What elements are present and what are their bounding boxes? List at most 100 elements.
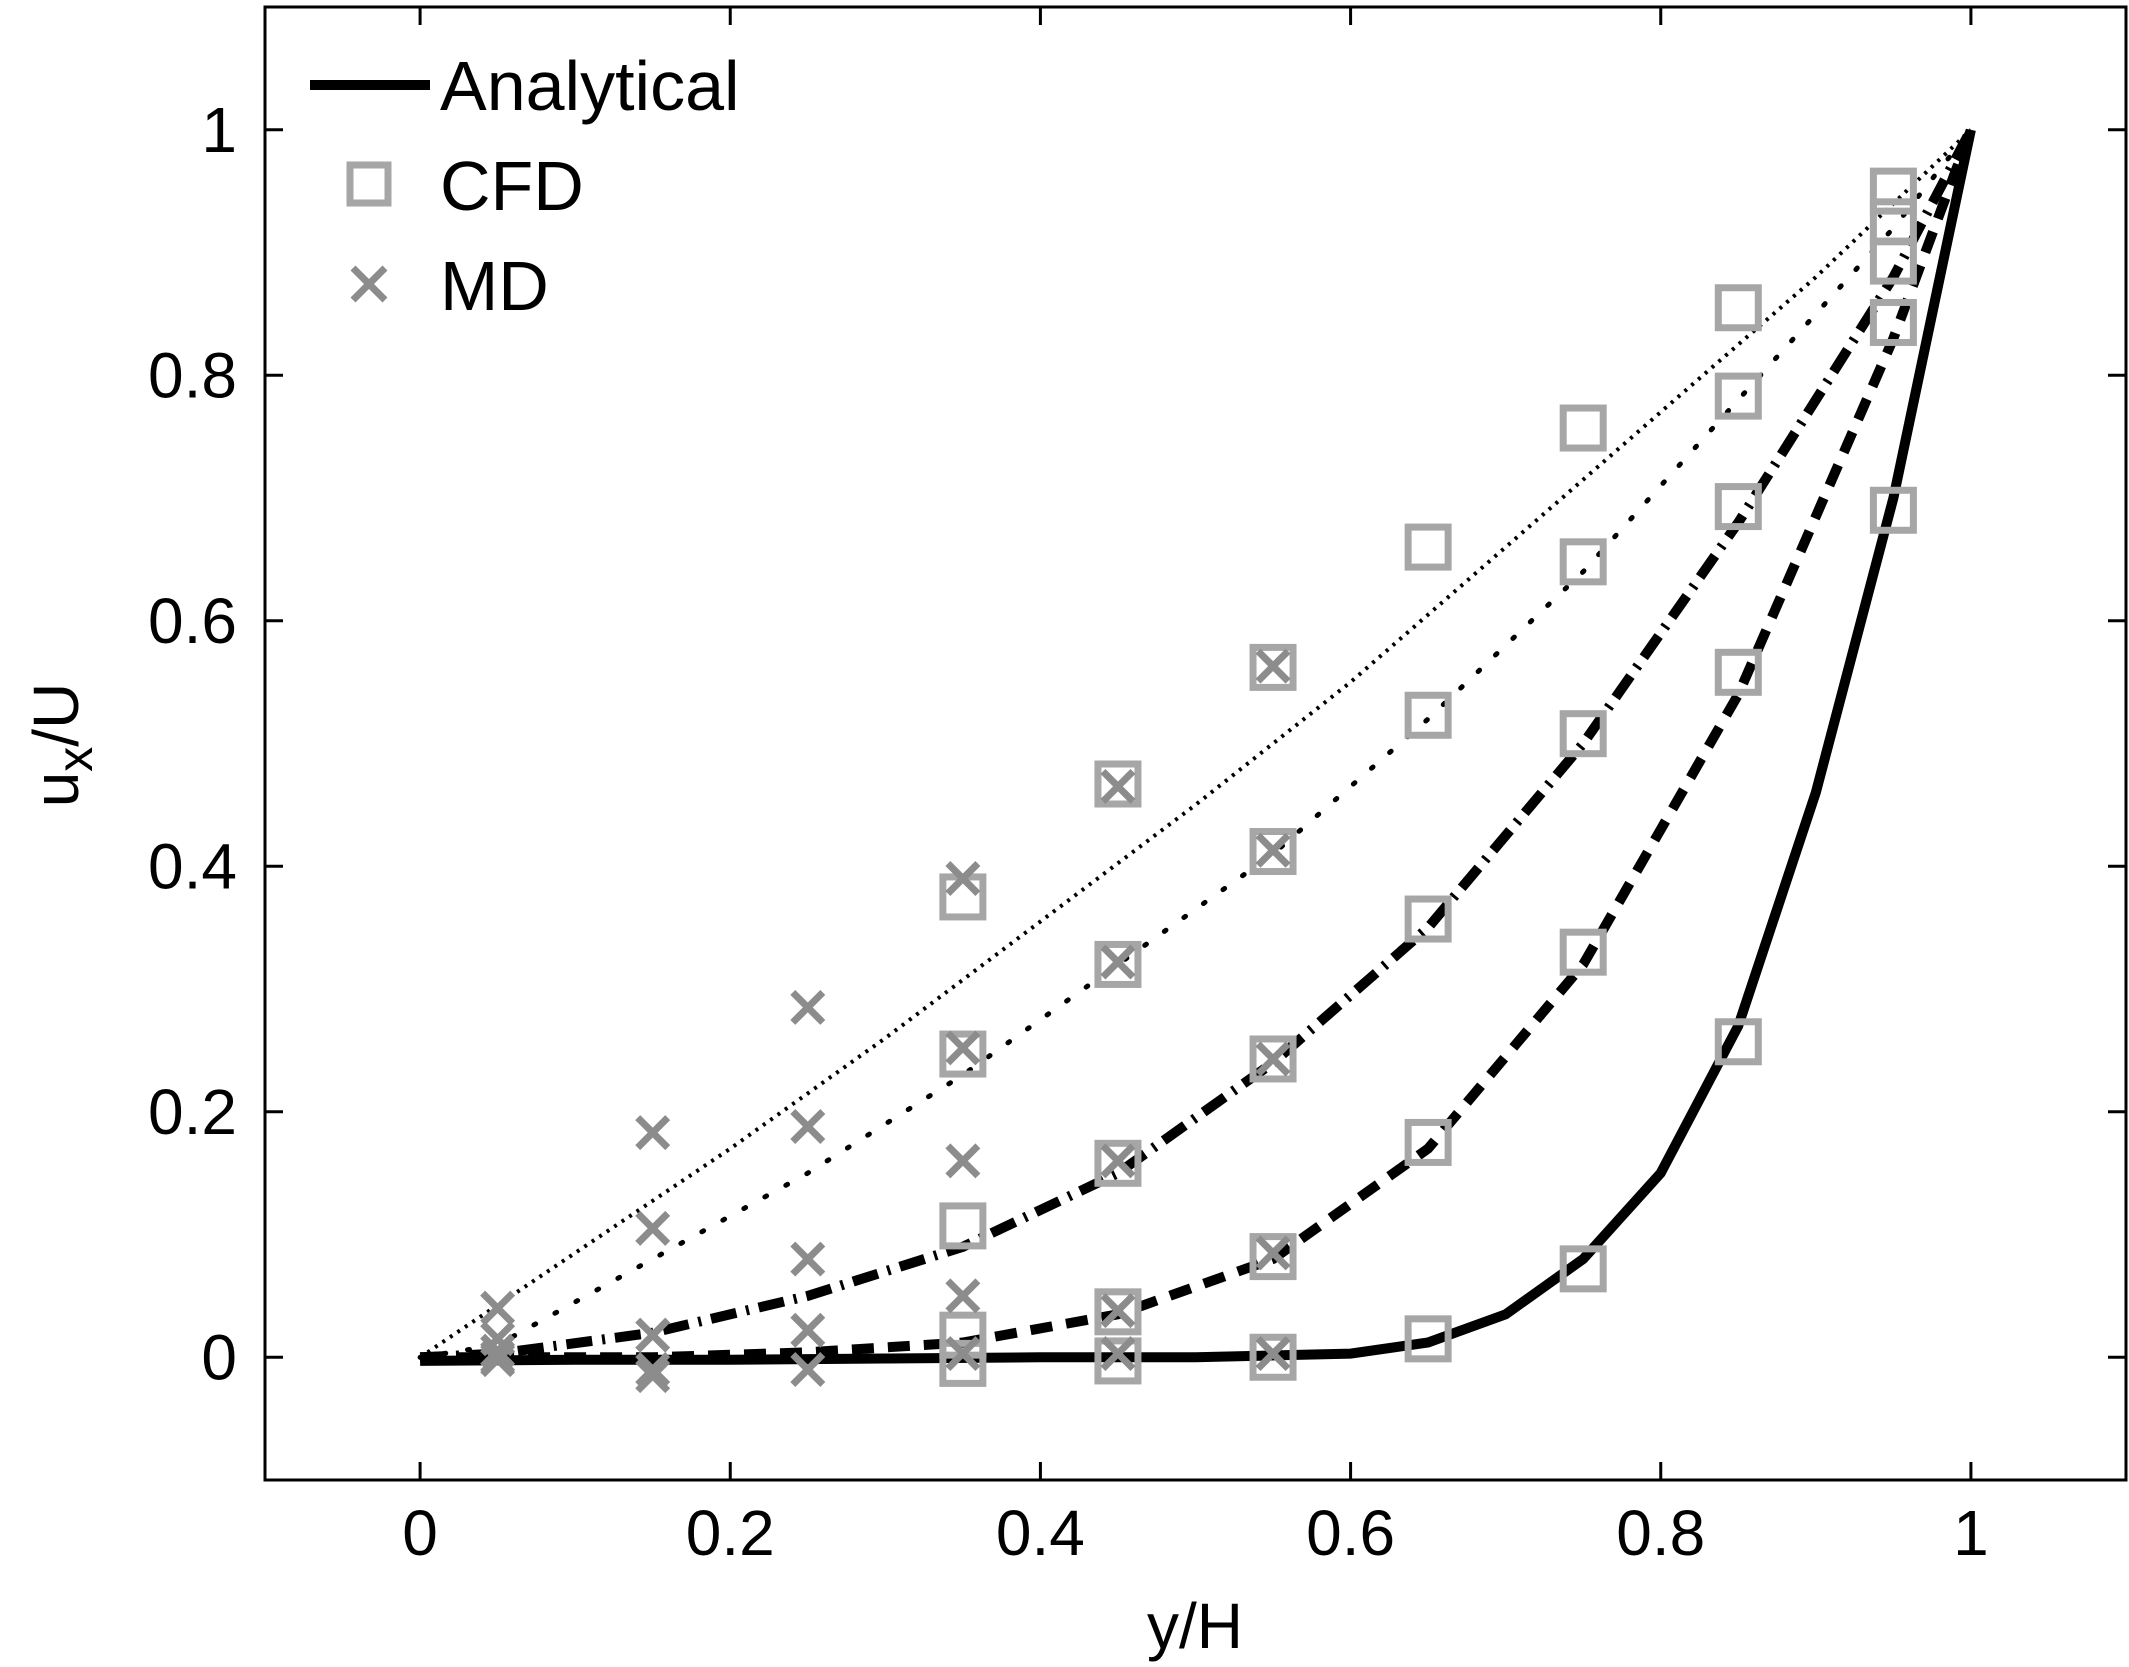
md-point xyxy=(635,1352,671,1387)
md-point-stroke xyxy=(1255,648,1291,684)
md-point xyxy=(635,1115,671,1151)
md-point-stroke xyxy=(635,1210,671,1246)
md-point xyxy=(945,1278,981,1314)
md-point xyxy=(635,1317,671,1353)
md-point xyxy=(1255,648,1291,684)
x-tick-label: 0.2 xyxy=(686,1497,775,1569)
y-axis-title-sub: x xyxy=(47,747,103,772)
cfd-point xyxy=(1249,643,1297,691)
md-point-stroke xyxy=(635,1352,671,1387)
md-point xyxy=(1100,768,1136,804)
legend-md-swatch xyxy=(350,265,388,303)
cfd-point xyxy=(1559,710,1607,758)
cfd-point xyxy=(1714,284,1762,332)
md-point xyxy=(1255,1235,1291,1271)
x-tick-label: 1 xyxy=(1953,1497,1989,1569)
md-point xyxy=(945,1030,981,1066)
cfd-point xyxy=(1714,372,1762,420)
cfd-point xyxy=(1714,1018,1762,1066)
md-point-stroke xyxy=(1255,1336,1291,1372)
cfd-point xyxy=(1249,828,1297,876)
md-point-stroke xyxy=(1100,944,1136,980)
y-tick-label: 1 xyxy=(201,94,237,166)
analytical-curve-dashed xyxy=(420,128,1976,1363)
md-point-stroke xyxy=(635,1358,671,1394)
y-tick-label: 0.8 xyxy=(148,339,237,411)
md-point xyxy=(945,1143,981,1179)
md-point-stroke xyxy=(480,1290,516,1326)
md-point-stroke xyxy=(1100,768,1136,804)
md-point-stroke xyxy=(790,989,826,1025)
md-markers xyxy=(480,648,1291,1394)
cfd-point xyxy=(939,1030,987,1078)
md-point-stroke xyxy=(790,1312,826,1348)
cfd-point xyxy=(1869,167,1917,215)
md-point xyxy=(790,1109,826,1144)
md-point-stroke xyxy=(790,1352,826,1387)
y-axis-ticks: 0 0.2 0.4 0.6 0.8 1 xyxy=(148,94,2126,1393)
cfd-point xyxy=(1249,1333,1297,1381)
md-point-stroke xyxy=(1255,1235,1291,1271)
md-point xyxy=(1255,832,1291,868)
cfd-point xyxy=(1094,940,1142,988)
analytical-curve-thin-dashed xyxy=(418,128,1973,1359)
md-point xyxy=(1100,1336,1136,1372)
cfd-point xyxy=(1094,1139,1142,1187)
md-point-stroke xyxy=(1255,832,1291,868)
md-point xyxy=(945,861,981,896)
analytical-curve-solid xyxy=(420,128,1976,1366)
cfd-point xyxy=(939,1339,987,1387)
legend-cfd-swatch xyxy=(346,161,392,207)
cfd-point xyxy=(1559,404,1607,452)
md-point xyxy=(790,1352,826,1387)
md-point-stroke xyxy=(480,1333,516,1369)
md-point xyxy=(1100,1143,1136,1179)
y-tick-label: 0 xyxy=(201,1321,237,1393)
cfd-point xyxy=(1094,760,1142,808)
md-point xyxy=(480,1339,516,1375)
cfd-point xyxy=(1094,1337,1142,1385)
md-point-stroke xyxy=(945,1278,981,1314)
md-point xyxy=(1100,1293,1136,1329)
md-point-stroke xyxy=(635,1115,671,1151)
md-point-stroke xyxy=(945,1030,981,1066)
x-axis-ticks: 0 0.2 0.4 0.6 0.8 1 xyxy=(402,7,1989,1569)
y-tick-label: 0.2 xyxy=(148,1076,237,1148)
md-point-stroke xyxy=(945,861,981,896)
y-tick-label: 0.4 xyxy=(148,830,237,902)
cfd-point xyxy=(1404,691,1452,739)
analytical-curves xyxy=(417,127,1976,1366)
md-point-stroke xyxy=(790,1109,826,1144)
md-point-stroke xyxy=(1255,1041,1291,1077)
md-point-stroke xyxy=(1100,1336,1136,1372)
md-point xyxy=(790,1312,826,1348)
md-point xyxy=(790,1241,826,1277)
md-point xyxy=(480,1290,516,1326)
legend: Analytical CFD MD xyxy=(310,47,740,325)
y-axis-title-main: u xyxy=(20,772,92,808)
legend-label-cfd: CFD xyxy=(440,147,584,225)
plot-frame xyxy=(263,5,2128,1482)
cfd-point xyxy=(1869,486,1917,534)
md-point-stroke xyxy=(945,1143,981,1179)
cfd-point xyxy=(1094,1288,1142,1336)
cfd-point xyxy=(1404,1315,1452,1363)
cfd-point xyxy=(1714,648,1762,696)
md-point xyxy=(635,1210,671,1246)
md-point-stroke xyxy=(635,1317,671,1353)
x-axis-title: y/H xyxy=(1147,1590,1243,1662)
x-tick-label: 0.4 xyxy=(996,1497,1085,1569)
cfd-point xyxy=(1869,298,1917,346)
md-point-stroke xyxy=(1100,1143,1136,1179)
cfd-markers xyxy=(939,167,1917,1387)
md-point-stroke xyxy=(1100,1293,1136,1329)
md-point-stroke xyxy=(945,1336,981,1372)
cfd-point xyxy=(1249,1035,1297,1083)
x-tick-label: 0.6 xyxy=(1306,1497,1395,1569)
md-point-stroke xyxy=(790,1241,826,1277)
md-point xyxy=(945,1336,981,1372)
cfd-point xyxy=(1559,538,1607,586)
md-point xyxy=(1255,1041,1291,1077)
y-axis-title: ux/U xyxy=(20,683,103,808)
